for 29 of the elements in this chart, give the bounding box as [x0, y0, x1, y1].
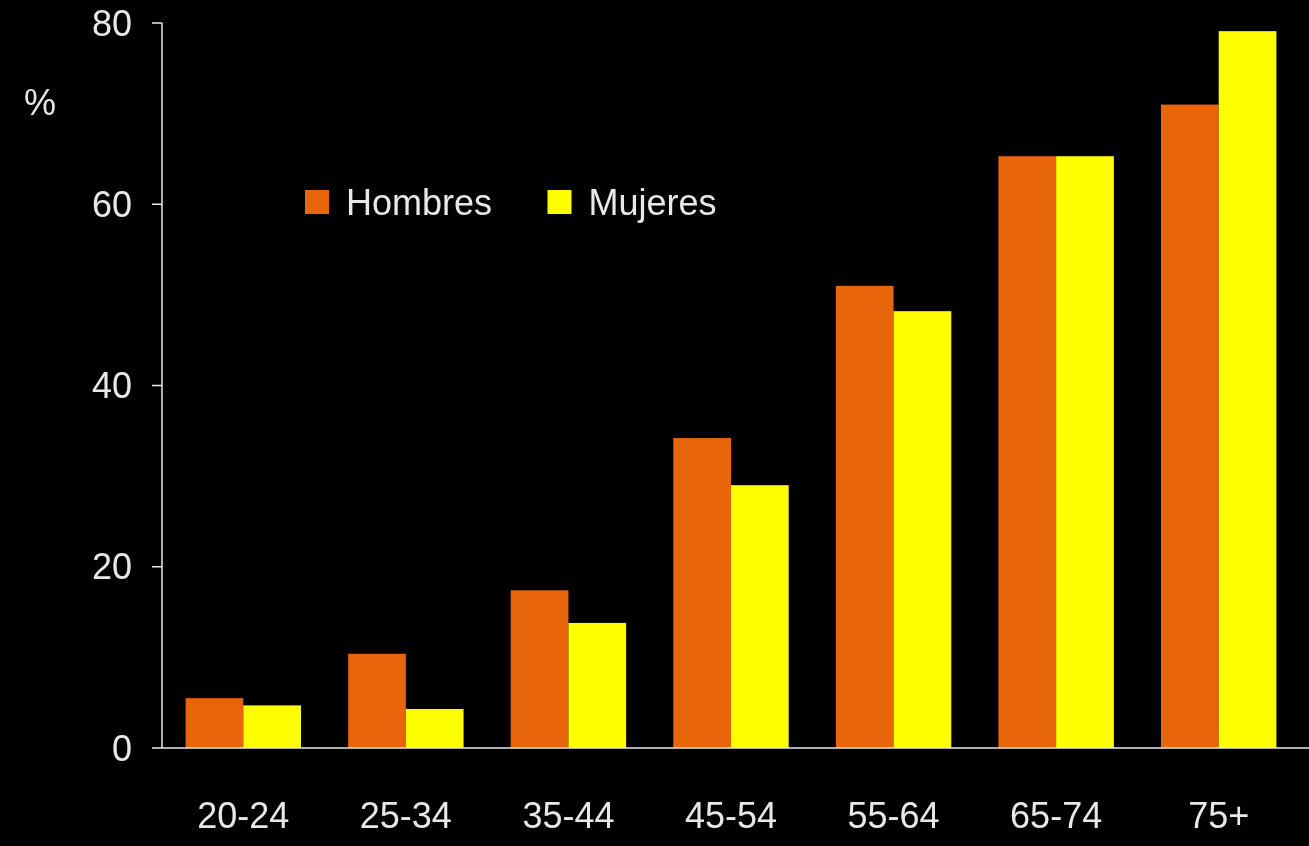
- bar: [243, 705, 301, 748]
- y-tick-label: 0: [111, 727, 132, 769]
- x-tick-label: 45-54: [684, 795, 778, 836]
- x-tick-label: 25-34: [359, 795, 452, 836]
- bar: [835, 285, 894, 748]
- y-tick-label: 20: [91, 546, 132, 588]
- y-tick-label: 80: [91, 2, 132, 44]
- bar: [1161, 104, 1219, 748]
- y-tick-label: 40: [91, 365, 132, 407]
- x-tick-label: 55-64: [847, 795, 940, 836]
- x-tick-label: 65-74: [1010, 795, 1103, 836]
- bar: [731, 485, 789, 748]
- legend-label: Hombres: [346, 181, 493, 223]
- bar: [1056, 156, 1114, 748]
- bar: [893, 311, 952, 748]
- bar: [673, 438, 731, 748]
- legend-label: Mujeres: [588, 181, 717, 223]
- y-tick-label: 60: [91, 183, 132, 225]
- bar: [998, 156, 1057, 748]
- y-axis-title: %: [23, 82, 57, 123]
- x-tick-label: 35-44: [522, 795, 615, 836]
- bar: [185, 698, 244, 748]
- x-tick-label: 20-24: [197, 795, 290, 836]
- bar: [348, 653, 406, 748]
- bar: [1218, 31, 1277, 748]
- bar: [568, 622, 627, 748]
- x-tick-label: 75+: [1188, 795, 1250, 836]
- bar: [510, 590, 569, 748]
- bar: [405, 709, 464, 748]
